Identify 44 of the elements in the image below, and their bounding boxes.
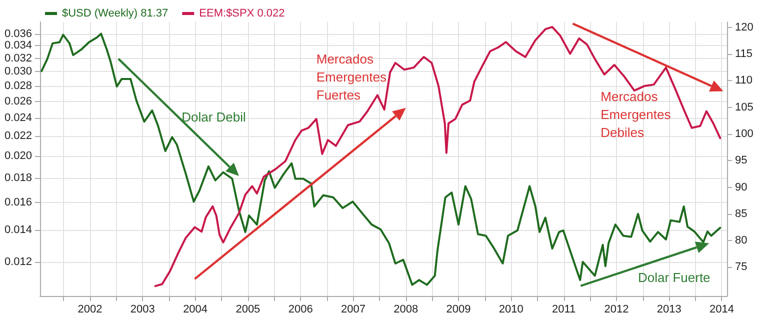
y2-tick-label: 110 (735, 74, 753, 87)
legend-label: EEM:$SPX 0.022 (199, 8, 285, 20)
x-tick-label: 2002 (78, 304, 102, 316)
annotation: Dolar Fuerte (638, 270, 710, 286)
y2-tick-label: 95 (735, 154, 748, 167)
y2-tick-label: 115 (735, 48, 753, 60)
y-tick-label: 0.028 (4, 80, 32, 92)
annotation: Mercados Emergentes Debiles (600, 88, 672, 140)
annotation: Mercados Emergentes Fuertes (316, 52, 387, 103)
x-tick-label: 2009 (446, 304, 471, 316)
x-tick-label: 2007 (340, 304, 366, 316)
y2-tick-label: 75 (735, 261, 748, 274)
y2-tick-label: 85 (735, 208, 748, 220)
y-tick-label: 0.020 (4, 150, 32, 162)
y-tick-label: 0.024 (4, 112, 32, 124)
y2-tick-label: 120 (735, 21, 754, 34)
y-tick-label: 0.032 (4, 52, 32, 64)
y2-tick-label: 90 (735, 181, 748, 194)
x-tick-label: 2005 (236, 304, 260, 316)
x-tick-label: 2012 (604, 304, 629, 316)
y-tick-label: 0.034 (4, 40, 32, 52)
annotation: Dolar Debil (182, 110, 246, 125)
y-tick-label: 0.036 (4, 28, 32, 40)
y-tick-label: 0.022 (4, 130, 32, 142)
y2-tick-label: 105 (735, 101, 754, 114)
y-tick-label: 0.018 (4, 172, 32, 184)
y-tick-label: 0.016 (4, 196, 32, 208)
x-tick-label: 2013 (656, 304, 682, 316)
y-tick-label: 0.030 (4, 66, 32, 78)
y2-tick-label: 100 (735, 128, 754, 140)
x-tick-label: 2008 (394, 304, 418, 316)
x-tick-label: 2010 (498, 304, 524, 316)
x-tick-label: 2003 (130, 304, 155, 316)
x-tick-label: 2004 (183, 304, 208, 316)
y-tick-label: 0.014 (4, 224, 32, 236)
line-series (40, 32, 722, 286)
y-tick-label: 0.026 (4, 95, 32, 108)
y-tick-label: 0.012 (4, 256, 32, 268)
line-series (154, 26, 722, 288)
y2-tick-label: 80 (735, 234, 748, 247)
x-tick-label: 2011 (552, 304, 576, 316)
legend-label: $USD (Weekly) 81.37 (62, 8, 168, 20)
x-tick-label: 2014 (709, 304, 734, 316)
x-tick-label: 2006 (288, 304, 313, 316)
